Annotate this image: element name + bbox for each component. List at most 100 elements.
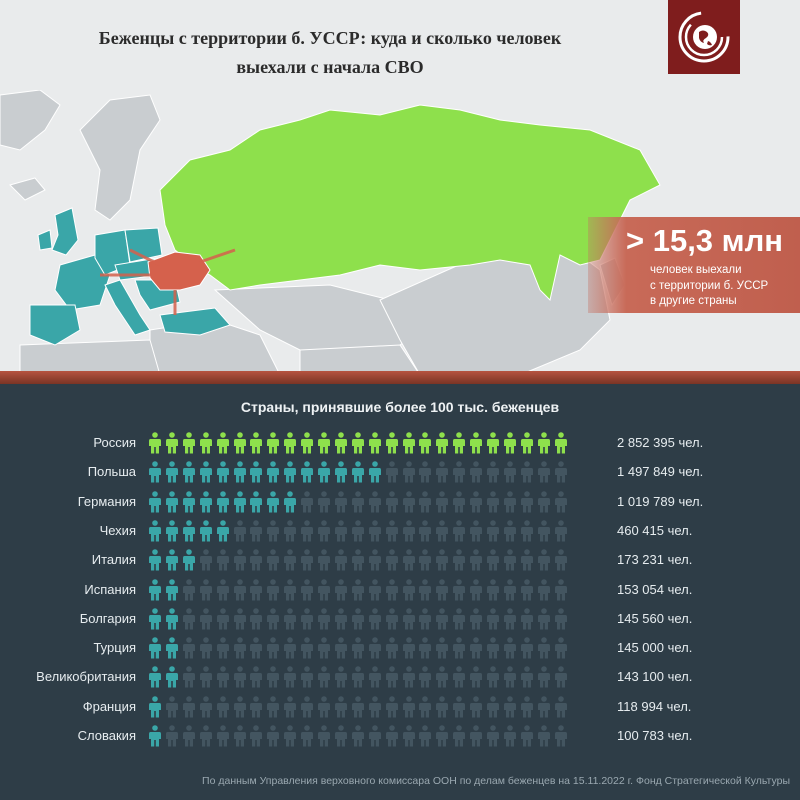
person-icon-empty <box>487 490 499 513</box>
person-icon-empty <box>284 578 297 600</box>
person-icon-empty <box>554 549 567 571</box>
person-icon-empty <box>182 725 195 747</box>
callout-caption: человек выехали с территории б. УССР в д… <box>650 263 768 310</box>
person-icon-empty <box>301 520 314 542</box>
value-label: 145 560 чел. <box>617 610 693 626</box>
person-icon-filled <box>284 490 297 513</box>
person-icon-empty <box>351 666 364 688</box>
chart-row: Испания 153 054 чел. <box>0 576 800 606</box>
person-icon-empty <box>470 520 483 542</box>
person-icon-empty <box>419 607 432 630</box>
person-icon-filled <box>284 432 297 454</box>
section-divider <box>0 371 800 384</box>
person-icon-empty <box>537 637 550 659</box>
person-icon-filled <box>351 461 364 483</box>
person-icon-empty <box>267 666 280 688</box>
chart-row: Италия 173 231 чел. <box>0 546 800 576</box>
person-icon-filled <box>554 432 567 454</box>
person-icon-filled <box>149 725 161 747</box>
person-icon-filled <box>199 461 212 483</box>
person-icon-empty <box>250 578 263 600</box>
person-icon-empty <box>520 666 533 688</box>
person-icon-empty <box>503 637 516 659</box>
person-icon-empty <box>470 666 483 688</box>
country-label: Италия <box>91 552 136 568</box>
person-icon-empty <box>453 520 466 542</box>
person-icon-empty <box>368 578 381 600</box>
person-icon-empty <box>267 695 280 718</box>
person-icon-empty <box>368 695 381 718</box>
person-icon-filled <box>149 578 161 600</box>
person-icon-empty <box>470 578 483 600</box>
person-icon-filled <box>351 432 364 454</box>
person-icon-empty <box>199 607 212 630</box>
person-icon-empty <box>318 520 330 542</box>
person-icon-empty <box>554 725 567 747</box>
person-icon-empty <box>554 520 567 542</box>
person-icon-empty <box>419 520 432 542</box>
person-icon-empty <box>487 725 499 747</box>
person-icon-empty <box>436 461 449 483</box>
person-icon-filled <box>165 578 178 600</box>
person-icon-empty <box>368 520 381 542</box>
person-icon-empty <box>385 549 398 571</box>
person-icon-empty <box>199 549 212 571</box>
person-icon-filled <box>182 520 195 542</box>
refugee-map <box>0 90 661 375</box>
person-icon-empty <box>165 725 178 747</box>
person-icon-empty <box>419 490 432 513</box>
person-icon-empty <box>216 637 229 659</box>
logo <box>668 0 740 74</box>
person-icon-empty <box>233 695 246 718</box>
person-icon-empty <box>385 607 398 630</box>
person-icon-empty <box>182 637 195 659</box>
person-icon-filled <box>402 432 415 454</box>
person-icon-empty <box>385 695 398 718</box>
person-icon-empty <box>554 607 567 630</box>
person-icon-empty <box>199 578 212 600</box>
person-icon-filled <box>233 432 246 454</box>
person-icon-empty <box>537 549 550 571</box>
person-icon-empty <box>368 725 381 747</box>
person-icon-filled <box>165 520 178 542</box>
person-icon-empty <box>470 607 483 630</box>
person-icon-empty <box>284 725 297 747</box>
person-icon-empty <box>216 666 229 688</box>
source-note: По данным Управления верховного комиссар… <box>202 775 790 787</box>
person-icon-empty <box>436 695 449 718</box>
chart-row: Россия 2 852 395 чел. <box>0 429 800 459</box>
greenland-land <box>0 90 61 151</box>
person-icon-empty <box>487 549 499 571</box>
person-icon-empty <box>284 549 297 571</box>
person-icon-empty <box>385 461 398 483</box>
person-icon-row <box>148 578 598 603</box>
map-panel: Беженцы с территории б. УССР: куда и ско… <box>0 0 800 375</box>
person-icon-empty <box>402 695 415 718</box>
person-icon-empty <box>419 725 432 747</box>
person-icon-empty <box>453 666 466 688</box>
person-icon-empty <box>250 666 263 688</box>
africa-land <box>19 339 161 375</box>
person-icon-filled <box>453 432 466 454</box>
person-icon-filled <box>182 490 195 513</box>
person-icon-filled <box>267 490 280 513</box>
person-icon-empty <box>301 549 314 571</box>
chart-row: Болгария 145 560 чел. <box>0 605 800 635</box>
person-icon-empty <box>402 578 415 600</box>
person-icon-empty <box>402 607 415 630</box>
person-icon-empty <box>436 520 449 542</box>
person-icon-empty <box>503 461 516 483</box>
person-icon-empty <box>487 578 499 600</box>
ireland-country <box>37 229 53 251</box>
person-icon-empty <box>368 666 381 688</box>
value-label: 100 783 чел. <box>617 728 693 743</box>
person-icon-empty <box>537 725 550 747</box>
person-icon-filled <box>520 432 533 454</box>
person-icon-row <box>148 607 598 632</box>
italy-country <box>104 279 151 336</box>
person-icon-empty <box>351 607 364 630</box>
person-icon-empty <box>334 607 347 630</box>
person-icon-empty <box>554 490 567 513</box>
value-label: 1 019 789 чел. <box>617 493 704 509</box>
person-icon-empty <box>334 725 347 747</box>
